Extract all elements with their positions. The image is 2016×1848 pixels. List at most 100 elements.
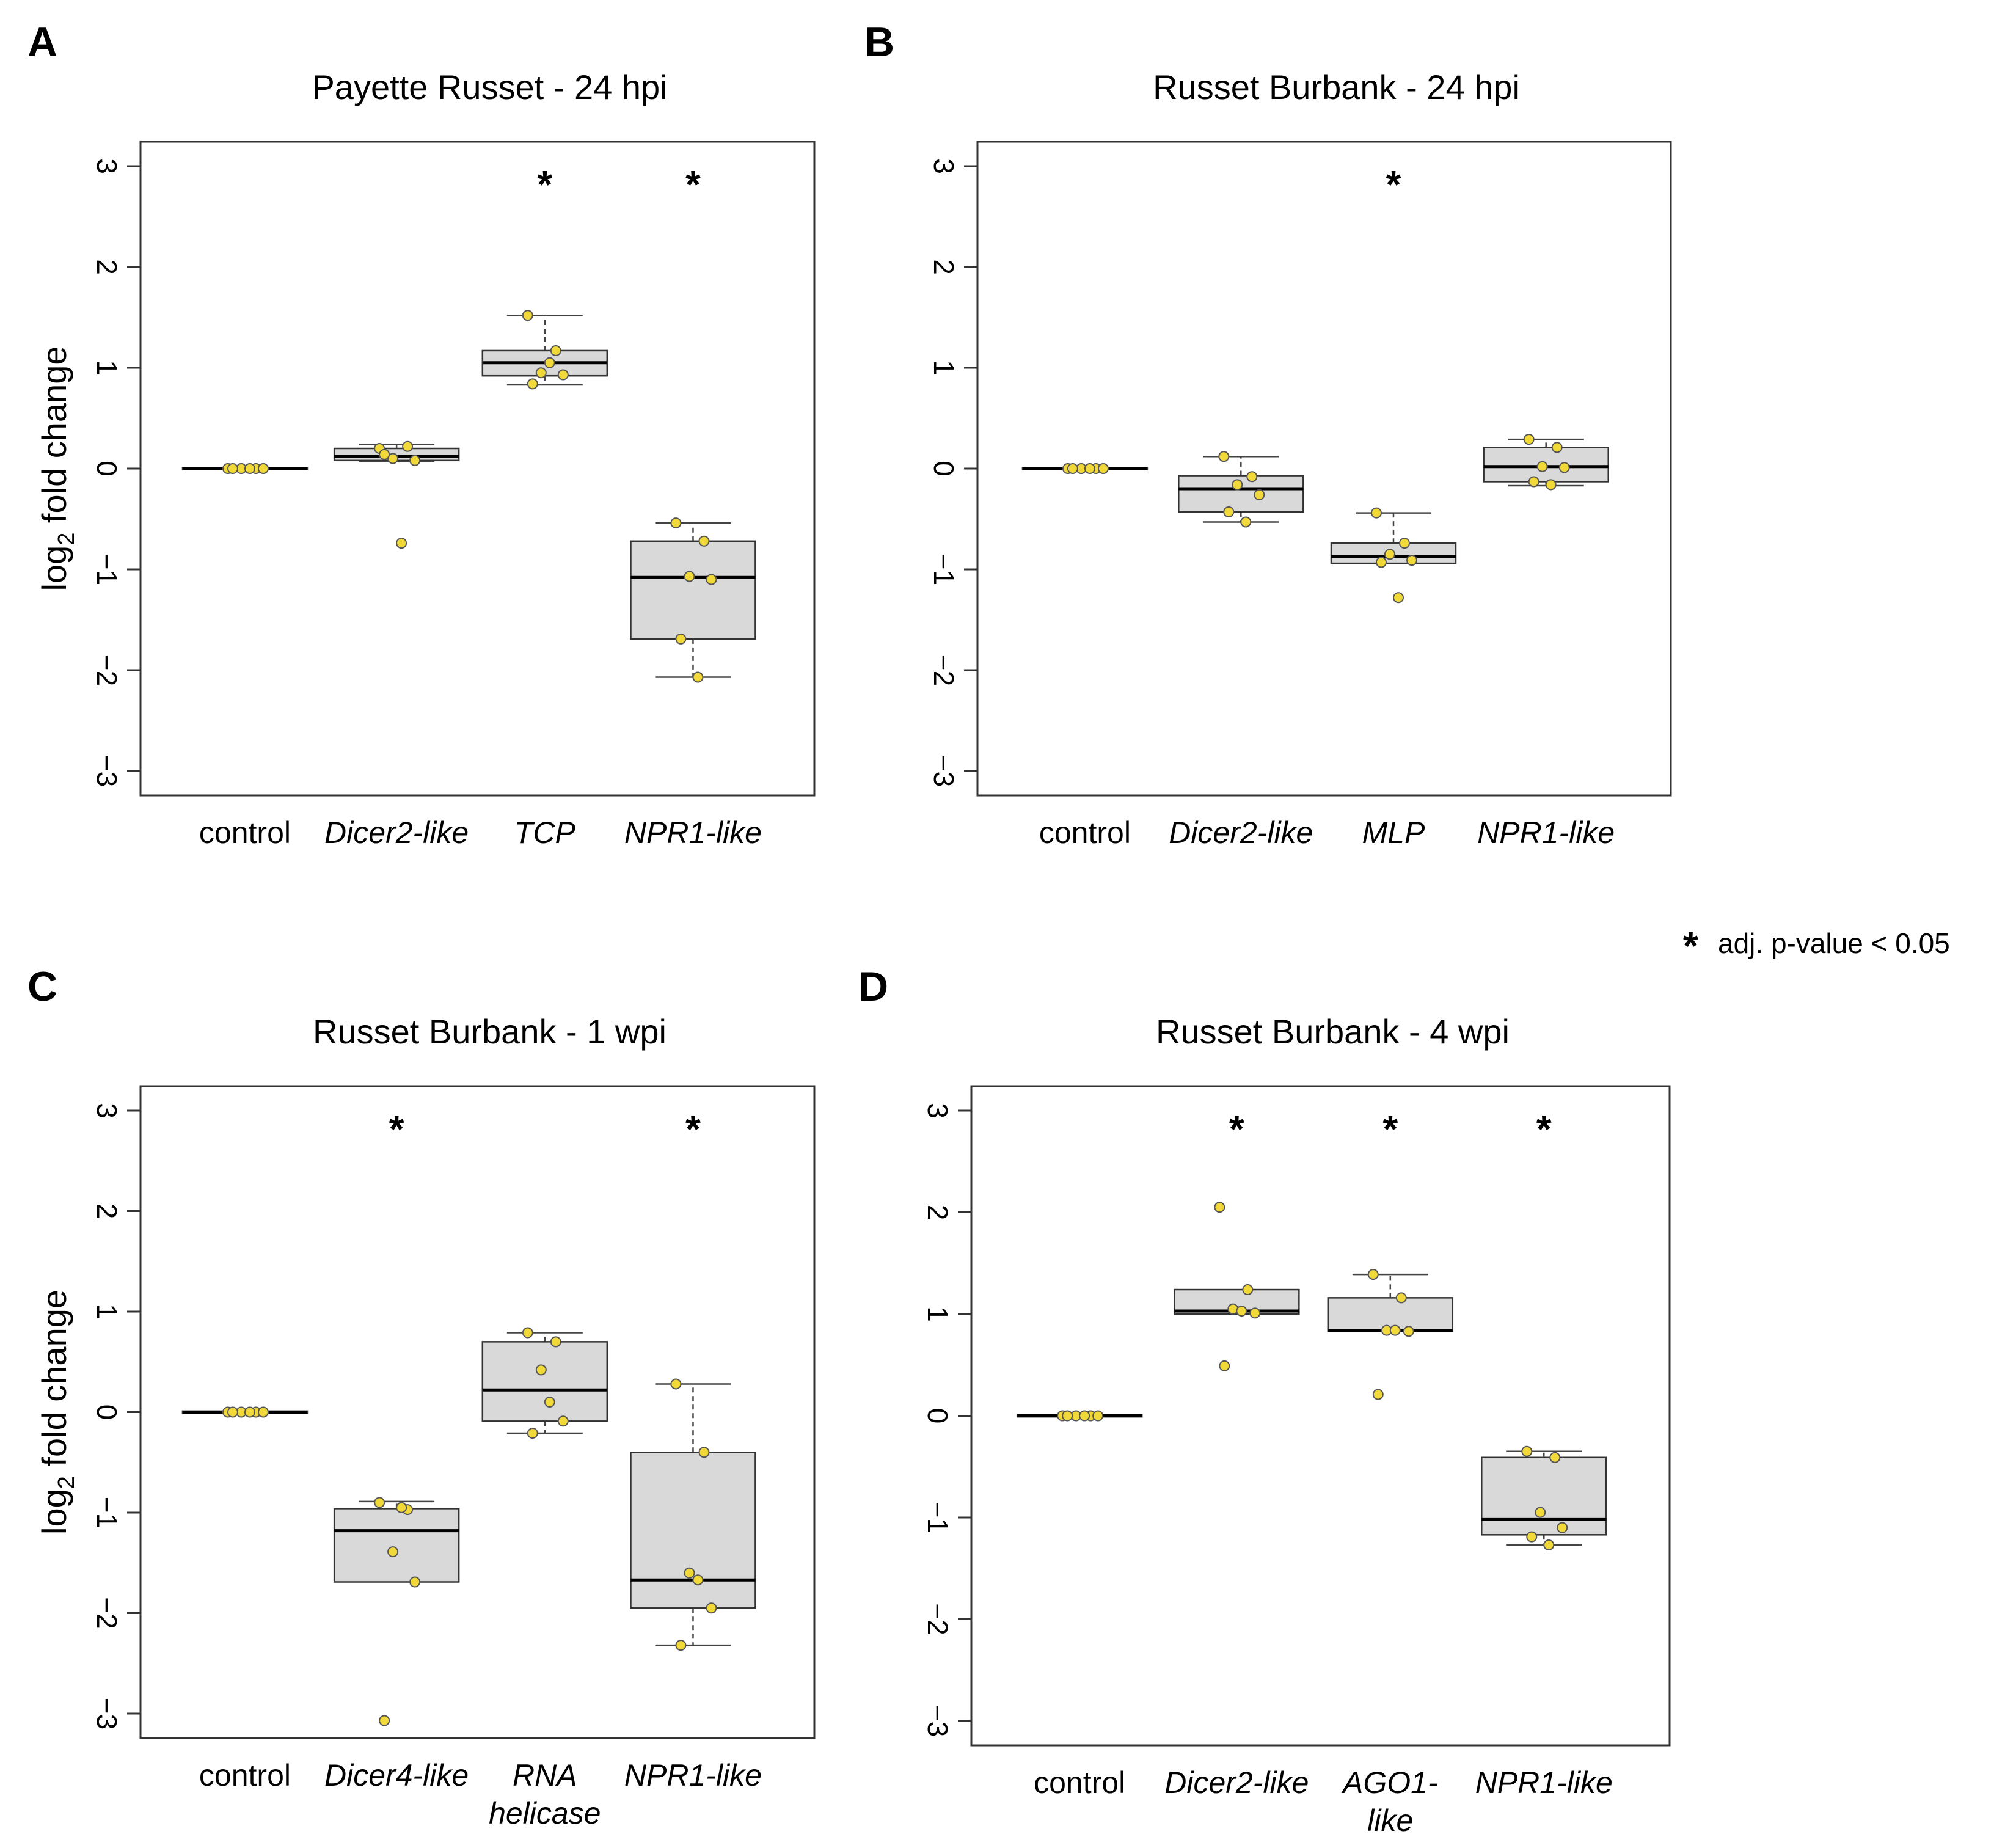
data-point [1214,1202,1225,1213]
box [630,1452,756,1609]
data-point [1067,463,1078,474]
data-point [1062,1410,1073,1422]
data-point [379,448,390,460]
data-point [670,517,682,529]
y-axis-label: log2 fold change [35,1290,80,1535]
data-point [1384,549,1395,560]
data-point [1232,479,1243,491]
category-label: NPR1-like [624,1758,762,1792]
significance-star: * [1386,163,1401,206]
data-point [1551,442,1563,453]
data-point [227,1406,238,1418]
y-tick-label: −3 [91,755,123,787]
category-2: * MLP [1330,163,1457,850]
data-point [1218,451,1230,462]
data-point [1523,434,1535,445]
data-point [698,1447,710,1458]
data-point [1521,1445,1533,1457]
data-point [698,535,710,547]
data-point [1376,557,1387,568]
category-0: control [181,1406,309,1792]
data-point [706,574,717,585]
category-label: MLP [1362,816,1425,850]
data-point [527,1428,538,1439]
panel-a: A Payette Russet - 24 hpi 3 2 1 0 −1 −2 −3 log2 f… [27,19,816,850]
data-point [692,1574,704,1586]
panel-b: B Russet Burbank - 24 hpi 3 2 1 0 −1 −2 −3 contro… [864,19,1672,850]
data-point [675,1640,687,1651]
category-1: * Dicer2-like [1164,1107,1309,1800]
data-point [706,1602,717,1614]
y-tick-label: 2 [91,259,123,275]
data-point [1526,1531,1538,1543]
category-label: AGO1-like [1341,1766,1438,1838]
data-point [1079,1410,1090,1422]
data-point [1535,1507,1546,1518]
y-tick-label: 3 [91,1103,123,1119]
y-tick-label: 2 [922,1205,954,1221]
y-tick-label: 0 [91,1404,123,1420]
data-point [374,1497,385,1508]
data-point [675,633,687,645]
significance-star: * [389,1107,404,1151]
y-tick-label: −2 [928,654,960,686]
panel-title: Russet Burbank - 24 hpi [1153,68,1520,106]
data-point [1097,463,1109,474]
data-point [1528,476,1539,488]
category-1: Dicer2-like [324,440,469,850]
category-label: Dicer2-like [1169,816,1313,850]
data-point [1557,1522,1568,1533]
y-tick-label: −2 [91,654,123,686]
data-point [1236,1306,1247,1317]
data-point [670,1378,682,1390]
data-point [535,367,547,379]
data-point [684,1567,695,1579]
legend-star-symbol: * [1683,924,1698,968]
data-point [1406,555,1417,566]
data-point [1389,1324,1401,1336]
y-tick-label: −2 [91,1597,123,1629]
y-tick-label: 1 [922,1306,954,1322]
y-tick-label: −3 [928,755,960,787]
data-point [692,671,704,683]
y-tick-label: −3 [922,1705,954,1737]
data-point [1549,1452,1561,1463]
category-label: control [199,816,291,850]
data-point [1543,1539,1555,1550]
data-point [550,1336,561,1348]
data-point [1092,1410,1104,1422]
data-point [402,440,414,452]
data-point [396,1502,407,1513]
data-point [1367,1269,1379,1280]
category-label: NPR1-like [1475,1766,1613,1800]
data-point [1219,1360,1230,1371]
box [333,1508,460,1583]
data-point [1395,1292,1407,1304]
category-3: NPR1-like [1477,434,1615,850]
y-tick-label: −1 [91,1497,123,1528]
data-point [1254,489,1265,500]
y-tick-label: 2 [91,1203,123,1219]
category-2: * TCP [481,163,608,850]
panel-letter: D [858,963,888,1010]
category-1: * Dicer4-like [324,1107,469,1792]
category-3: * NPR1-like [624,1107,762,1792]
category-label: control [199,1758,291,1792]
category-label: Dicer4-like [324,1758,469,1792]
panel-title: Russet Burbank - 4 wpi [1156,1012,1510,1051]
data-point [387,1546,399,1558]
box [1330,542,1457,564]
category-0: control [1021,463,1149,850]
panel-title: Russet Burbank - 1 wpi [313,1012,667,1051]
y-tick-label: 0 [928,461,960,477]
data-point [684,571,695,582]
panel-d: D Russet Burbank - 4 wpi 3 2 1 0 −1 −2 −3 control… [858,963,1671,1838]
y-tick-label: 0 [922,1408,954,1424]
panel-c: C Russet Burbank - 1 wpi 3 2 1 0 −1 −2 −3 log2 fo… [27,963,816,1830]
panel-title: Payette Russet - 24 hpi [312,68,667,106]
data-point [409,455,421,466]
category-2: RNA helicase [481,1327,608,1830]
category-2: * AGO1-like [1327,1107,1454,1838]
data-point [1249,1307,1261,1319]
y-tick-label: 3 [922,1103,954,1119]
